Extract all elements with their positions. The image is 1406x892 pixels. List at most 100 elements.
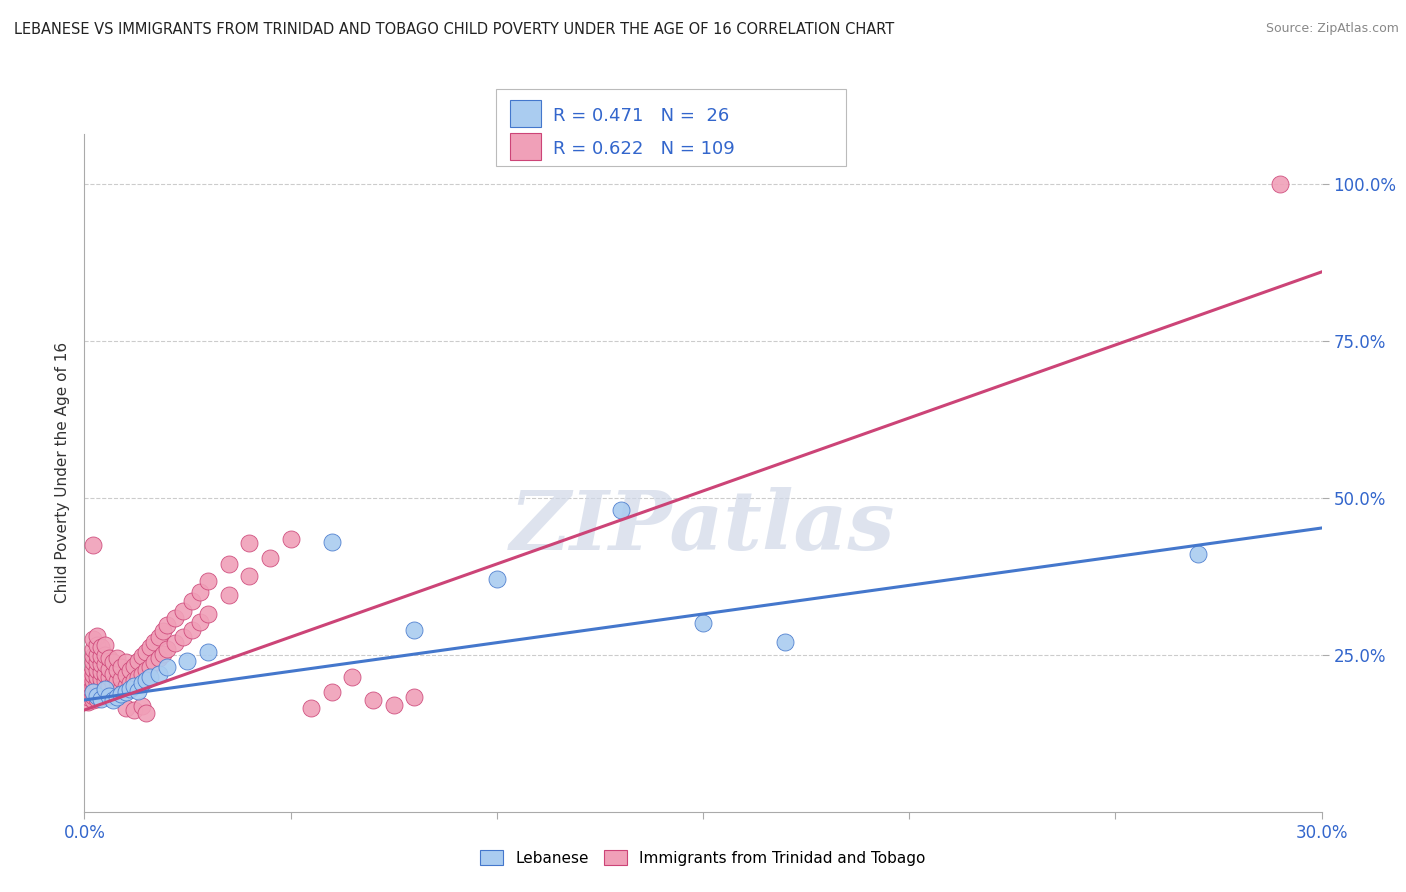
Point — [692, 616, 714, 631]
Point — [82, 684, 104, 698]
Point — [127, 654, 149, 668]
Point — [197, 574, 219, 588]
Point — [98, 651, 121, 665]
Point — [90, 672, 112, 686]
Point — [152, 647, 174, 661]
Point — [382, 698, 405, 712]
Text: R = 0.471   N =  26: R = 0.471 N = 26 — [553, 107, 728, 125]
Point — [188, 615, 211, 629]
Point — [321, 534, 343, 549]
Point — [82, 679, 104, 693]
Point — [118, 682, 141, 697]
Point — [82, 662, 104, 676]
Point — [103, 693, 125, 707]
Legend: Lebanese, Immigrants from Trinidad and Tobago: Lebanese, Immigrants from Trinidad and T… — [474, 844, 932, 871]
Point — [94, 648, 117, 662]
Point — [105, 674, 128, 689]
Point — [197, 607, 219, 621]
Point — [86, 676, 108, 690]
Point — [90, 691, 112, 706]
Point — [131, 666, 153, 681]
Point — [485, 573, 508, 587]
Point — [114, 701, 136, 715]
Point — [609, 503, 631, 517]
Point — [156, 641, 179, 656]
Point — [94, 689, 117, 703]
Point — [172, 630, 194, 644]
Point — [82, 685, 104, 699]
Point — [77, 690, 100, 705]
Point — [156, 660, 179, 674]
Point — [118, 664, 141, 678]
Point — [188, 585, 211, 599]
Point — [90, 690, 112, 705]
Point — [94, 682, 117, 697]
Y-axis label: Child Poverty Under the Age of 16: Child Poverty Under the Age of 16 — [55, 343, 70, 603]
Point — [90, 648, 112, 663]
Point — [361, 693, 384, 707]
Point — [103, 676, 125, 690]
Point — [82, 693, 104, 707]
Point — [139, 670, 162, 684]
Point — [152, 624, 174, 638]
Point — [139, 660, 162, 674]
Point — [105, 690, 128, 705]
Point — [94, 657, 117, 672]
Point — [86, 687, 108, 701]
Point — [197, 645, 219, 659]
Point — [105, 664, 128, 678]
Point — [135, 645, 157, 659]
Point — [114, 668, 136, 682]
Point — [82, 689, 104, 703]
Point — [122, 703, 145, 717]
Point — [218, 588, 240, 602]
Point — [77, 670, 100, 684]
Point — [114, 685, 136, 699]
Point — [122, 673, 145, 687]
Point — [1270, 177, 1292, 191]
Point — [176, 654, 198, 668]
Point — [238, 536, 260, 550]
Point — [131, 676, 153, 690]
Point — [148, 666, 170, 681]
Point — [82, 668, 104, 682]
Point — [103, 656, 125, 670]
Text: Source: ZipAtlas.com: Source: ZipAtlas.com — [1265, 22, 1399, 36]
Point — [98, 679, 121, 693]
Point — [90, 684, 112, 698]
Point — [86, 682, 108, 697]
Point — [122, 679, 145, 693]
Point — [180, 623, 202, 637]
Point — [135, 673, 157, 687]
Point — [299, 701, 322, 715]
Point — [165, 636, 187, 650]
Point — [114, 679, 136, 693]
Point — [82, 674, 104, 689]
Point — [86, 656, 108, 670]
Point — [110, 672, 132, 686]
Point — [103, 666, 125, 681]
Point — [105, 684, 128, 698]
Point — [165, 611, 187, 625]
Point — [98, 687, 121, 701]
Point — [1187, 547, 1209, 561]
Point — [86, 629, 108, 643]
Point — [86, 689, 108, 703]
Point — [110, 687, 132, 701]
Point — [404, 623, 426, 637]
Point — [172, 604, 194, 618]
Point — [238, 569, 260, 583]
Point — [148, 630, 170, 644]
Point — [86, 670, 108, 684]
Point — [321, 685, 343, 699]
Point — [143, 635, 166, 649]
Point — [148, 651, 170, 665]
Text: R = 0.622   N = 109: R = 0.622 N = 109 — [553, 140, 734, 158]
Point — [82, 641, 104, 656]
Point — [98, 689, 121, 703]
Point — [82, 656, 104, 670]
Point — [135, 706, 157, 720]
Point — [77, 695, 100, 709]
Point — [110, 682, 132, 697]
Point — [180, 594, 202, 608]
